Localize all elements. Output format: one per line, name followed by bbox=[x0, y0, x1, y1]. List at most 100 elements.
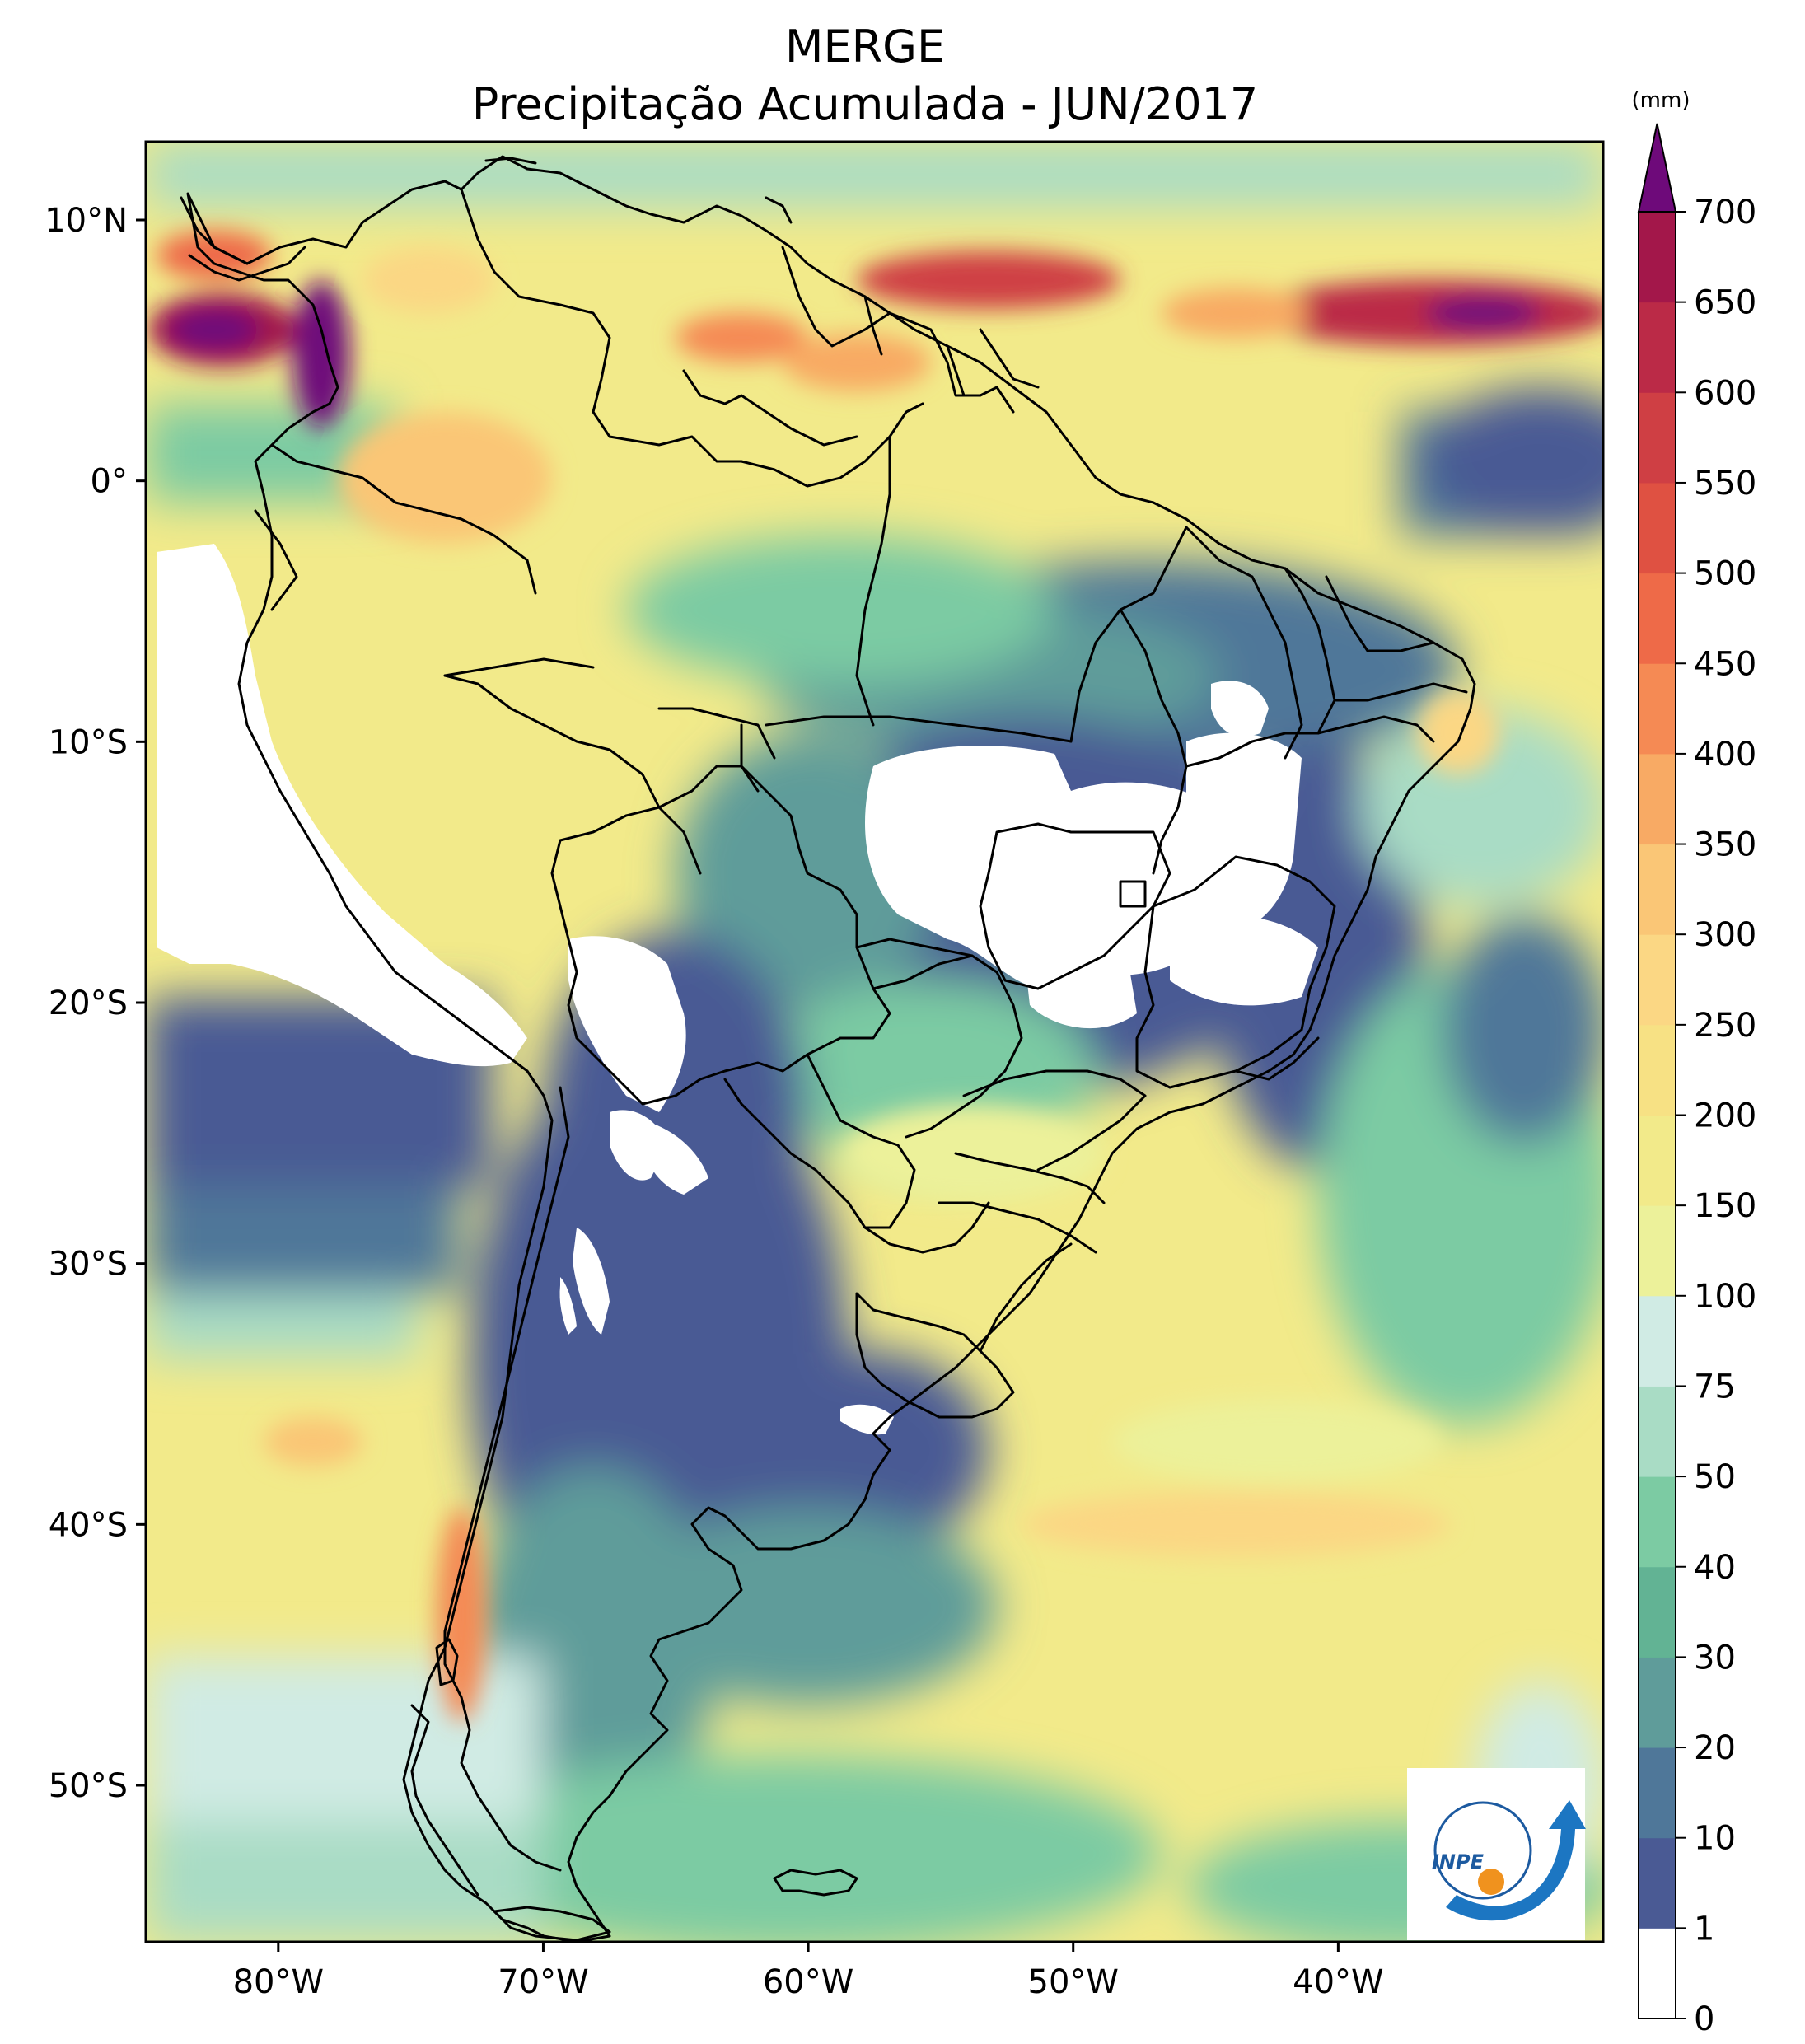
colorbar-bin bbox=[1639, 1205, 1676, 1297]
lat-tick-label: 50°S bbox=[49, 1767, 128, 1805]
colorbar: (mm) 0 1 10 20 30 40 50 75 100 150 200 250 300 350 400… bbox=[1632, 88, 1757, 2038]
state-amazonas-para bbox=[855, 435, 891, 727]
state-mato-grosso-north bbox=[765, 715, 1073, 743]
state-pr bbox=[954, 1152, 1106, 1204]
border-paraguay bbox=[723, 1053, 916, 1229]
border-chile-argentina bbox=[443, 1086, 570, 1872]
lat-tick-label: 20°S bbox=[49, 985, 128, 1022]
state-ms bbox=[872, 954, 1023, 1139]
colorbar-tick-label: 40 bbox=[1694, 1549, 1736, 1587]
state-piaui bbox=[1284, 567, 1336, 735]
colorbar-tick-label: 0 bbox=[1694, 2000, 1714, 2038]
colorbar-bin bbox=[1639, 302, 1676, 393]
logo-label: INPE bbox=[1432, 1850, 1485, 1873]
border-colombia-venezuela bbox=[460, 188, 611, 438]
colorbar-extend-arrow bbox=[1637, 123, 1677, 213]
longitude-axis: 80°W 70°W 60°W 50°W 40°W bbox=[233, 1942, 1384, 2001]
state-es-rj bbox=[1234, 1036, 1320, 1081]
colorbar-bin bbox=[1639, 844, 1676, 935]
state-rondonia bbox=[657, 707, 776, 760]
colorbar-tick-label: 75 bbox=[1694, 1368, 1736, 1406]
colorbar-bin bbox=[1639, 212, 1676, 303]
colorbar-tick-label: 700 bbox=[1694, 194, 1756, 232]
colorbar-tick-label: 100 bbox=[1694, 1278, 1756, 1316]
state-bahia bbox=[1185, 715, 1435, 768]
colorbar-tick-label: 450 bbox=[1694, 645, 1756, 683]
border-uruguay bbox=[855, 1292, 1015, 1419]
lon-tick-label: 80°W bbox=[233, 1963, 324, 2001]
state-pe-pb-rn bbox=[1333, 682, 1468, 702]
falklands bbox=[773, 1869, 858, 1897]
colorbar-tick-label: 200 bbox=[1694, 1097, 1756, 1135]
lon-tick-label: 40°W bbox=[1293, 1963, 1383, 2001]
border-guiana-b bbox=[946, 344, 966, 397]
border-peru-brazil bbox=[443, 674, 702, 875]
colorbar-bin bbox=[1639, 1747, 1676, 1839]
continent-outline bbox=[186, 155, 1476, 1942]
colorbar-bin bbox=[1639, 1837, 1676, 1929]
lon-tick-label: 70°W bbox=[498, 1963, 588, 2001]
state-goias bbox=[979, 822, 1171, 990]
border-guiana-a bbox=[863, 295, 883, 356]
state-ceara bbox=[1325, 575, 1435, 652]
state-maranhao bbox=[1185, 526, 1303, 760]
colorbar-tick-label: 600 bbox=[1694, 374, 1756, 412]
state-mt-south bbox=[855, 938, 974, 957]
colorbar-tick-label: 300 bbox=[1694, 916, 1756, 954]
border-ecuador-peru bbox=[254, 509, 298, 611]
inpe-logo: INPE bbox=[1407, 1768, 1586, 1940]
colorbar-bin bbox=[1639, 1115, 1676, 1206]
colorbar-tick-label: 150 bbox=[1694, 1187, 1756, 1225]
colorbar-tick-label: 30 bbox=[1694, 1639, 1736, 1677]
lat-tick-label: 10°N bbox=[44, 202, 128, 240]
colorbar-tick-label: 10 bbox=[1694, 1820, 1736, 1858]
precipitation-field bbox=[146, 142, 1603, 1942]
colorbar-bin bbox=[1639, 1476, 1676, 1568]
state-roraima bbox=[682, 369, 858, 447]
colorbar-unit: (mm) bbox=[1632, 88, 1690, 113]
border-guianas bbox=[781, 246, 1015, 414]
border-colombia-ecuador-peru bbox=[270, 443, 537, 595]
colorbar-tick-label: 50 bbox=[1694, 1458, 1736, 1496]
lon-tick-label: 50°W bbox=[1028, 1963, 1119, 2001]
logo-orbit bbox=[1433, 1801, 1532, 1900]
colorbar-bin bbox=[1639, 1566, 1676, 1658]
state-rs bbox=[979, 1242, 1073, 1353]
cuba-caribbean-islands bbox=[484, 157, 537, 165]
state-amapa bbox=[979, 328, 1040, 389]
colorbar-tick-label: 350 bbox=[1694, 826, 1756, 864]
colorbar-bin bbox=[1639, 573, 1676, 664]
border-brazil-north bbox=[608, 402, 924, 488]
state-acre bbox=[443, 657, 595, 677]
tierra-del-fuego bbox=[493, 1906, 611, 1942]
colorbar-bin bbox=[1639, 1386, 1676, 1477]
colorbar-tick-label: 400 bbox=[1694, 736, 1756, 774]
chart-title: MERGE bbox=[784, 21, 946, 72]
lat-tick-label: 10°S bbox=[49, 723, 128, 761]
border-argentina-brazil bbox=[863, 1201, 990, 1254]
colorbar-tick-label: 20 bbox=[1694, 1729, 1736, 1767]
state-sc bbox=[938, 1201, 1097, 1254]
state-sp bbox=[962, 1069, 1147, 1172]
colorbar-bin bbox=[1639, 753, 1676, 845]
trinidad bbox=[765, 196, 793, 224]
latitude-axis: 10°N 0° 10°S 20°S 30°S 40°S 50°S bbox=[44, 202, 146, 1805]
colorbar-tick-label: 1 bbox=[1694, 1910, 1714, 1948]
colorbar-bin bbox=[1639, 1928, 1676, 2019]
lat-tick-label: 30°S bbox=[49, 1246, 128, 1284]
colorbar-tick-label: 500 bbox=[1694, 555, 1756, 593]
logo-arrow bbox=[1446, 1800, 1586, 1921]
logo-dot bbox=[1478, 1869, 1504, 1895]
border-bolivia bbox=[550, 765, 891, 1106]
lat-tick-label: 0° bbox=[91, 463, 128, 501]
chart-subtitle: Precipitação Acumulada - JUN/2017 bbox=[471, 78, 1259, 130]
colorbar-tick-label: 550 bbox=[1694, 465, 1756, 503]
costa-rica-panama bbox=[180, 196, 249, 265]
colorbar-bin bbox=[1639, 482, 1676, 574]
map-frame bbox=[144, 140, 1605, 1943]
colorbar-bin bbox=[1639, 392, 1676, 484]
colorbar-tick-label: 650 bbox=[1694, 284, 1756, 322]
dry-areas bbox=[157, 544, 1318, 1435]
lon-tick-label: 60°W bbox=[763, 1963, 853, 2001]
